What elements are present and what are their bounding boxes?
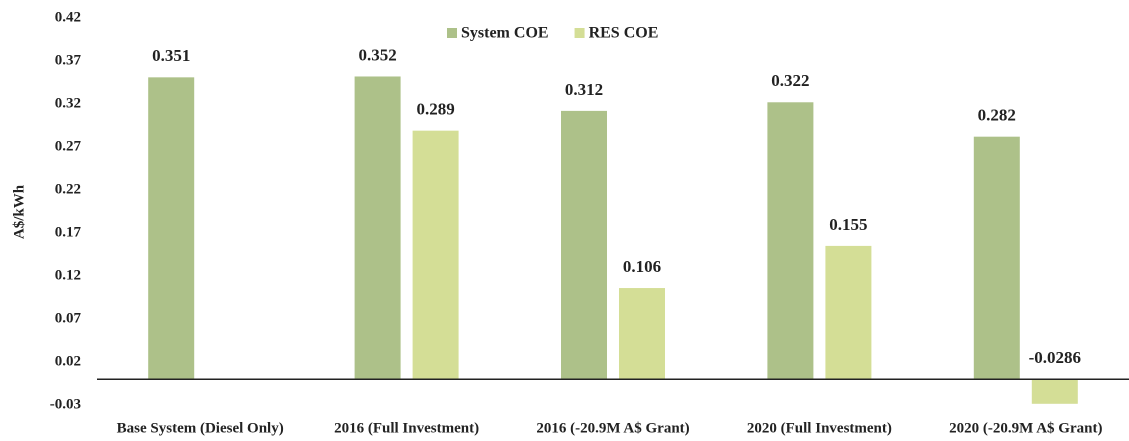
x-tick-label: 2016 (-20.9M A$ Grant) (536, 420, 689, 436)
x-tick-label: 2020 (Full Investment) (747, 420, 892, 436)
x-tick-label: Base System (Diesel Only) (117, 420, 284, 436)
value-label: 0.312 (565, 80, 603, 99)
bar (767, 102, 814, 380)
value-label: 0.289 (416, 100, 454, 119)
bar (1031, 379, 1078, 404)
value-label: 0.352 (358, 45, 396, 64)
y-tick-label: 0.27 (55, 138, 82, 154)
legend-swatch (447, 28, 457, 38)
value-label: 0.282 (978, 106, 1016, 125)
bar (619, 288, 665, 380)
y-tick-label: 0.02 (55, 353, 81, 369)
y-axis-label: A$/kWh (11, 184, 27, 239)
bar (354, 76, 401, 380)
y-tick-label: 0.32 (55, 95, 81, 111)
value-label: 0.106 (623, 257, 661, 276)
y-tick-label: 0.17 (55, 224, 82, 240)
legend-label: RES COE (589, 25, 659, 42)
value-label: 0.351 (152, 46, 190, 65)
y-tick-label: -0.03 (50, 396, 81, 412)
value-label: 0.322 (771, 71, 809, 90)
y-tick-label: 0.07 (55, 310, 82, 326)
y-tick-label: 0.22 (55, 181, 81, 197)
y-tick-label: 0.37 (55, 52, 82, 68)
y-tick-label: 0.42 (55, 9, 81, 25)
bar (973, 136, 1020, 380)
value-label: -0.0286 (1029, 348, 1081, 367)
bar (561, 110, 607, 380)
x-tick-label: 2016 (Full Investment) (334, 420, 479, 436)
bar (825, 245, 872, 380)
bar (148, 77, 195, 380)
legend-swatch (574, 28, 585, 38)
x-tick-label: 2020 (-20.9M A$ Grant) (949, 420, 1102, 436)
value-label: 0.155 (829, 215, 867, 234)
legend-label: System COE (461, 25, 549, 42)
bar (412, 130, 459, 380)
y-tick-label: 0.12 (55, 267, 81, 283)
